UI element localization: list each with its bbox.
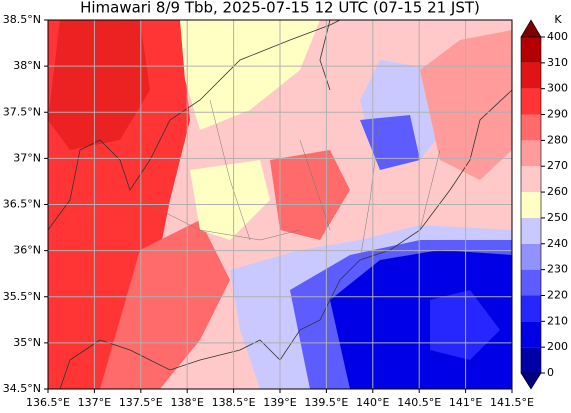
- y-tick-label: 37.5°N: [3, 105, 41, 118]
- colorbar-segment: [521, 295, 541, 322]
- colorbar-tick-label: 280: [547, 133, 568, 146]
- y-tick-label: 36.5°N: [3, 198, 41, 211]
- colorbar-segment: [521, 140, 541, 167]
- colorbar-tick-label: 270: [547, 159, 568, 172]
- x-tick-label: 136.5°E: [26, 396, 70, 409]
- x-tick-label: 141°E: [449, 396, 482, 409]
- y-tick-label: 38.5°N: [3, 13, 41, 26]
- y-tick-label: 35°N: [13, 336, 41, 349]
- colorbar-segment: [521, 114, 541, 141]
- x-tick-label: 138.5°E: [212, 396, 256, 409]
- colorbar-segment: [521, 88, 541, 115]
- y-tick-label: 37°N: [13, 151, 41, 164]
- colorbar-segment: [521, 217, 541, 244]
- colorbar-unit: K: [554, 13, 562, 26]
- colorbar-tick-label: 300: [547, 82, 568, 95]
- colorbar-tick-label: 260: [547, 185, 568, 198]
- colorbar-segment: [521, 321, 541, 348]
- x-tick-label: 141.5°E: [490, 396, 534, 409]
- colorbar-extend-bottom: [520, 372, 542, 390]
- colorbar-segment: [521, 243, 541, 270]
- colorbar-tick-label: 310: [547, 56, 568, 69]
- colorbar-tick-label: 240: [547, 237, 568, 250]
- colorbar-segment: [521, 192, 541, 218]
- y-tick-label: 36°N: [13, 244, 41, 257]
- colorbar-tick-label: 400: [547, 30, 568, 43]
- colorbar-tick-label: 290: [547, 108, 568, 121]
- x-tick-label: 137°E: [78, 396, 111, 409]
- x-tick-label: 140.5°E: [397, 396, 441, 409]
- colorbar-extend-top: [520, 19, 542, 38]
- x-tick-label: 139°E: [263, 396, 296, 409]
- colorbar-tick-label: 200: [547, 340, 568, 353]
- colorbar-segment: [521, 62, 541, 89]
- axes: 136.5°E 137°E 137.5°E 138°E 138.5°E 139°E 139.…: [3, 13, 534, 409]
- title: Himawari 8/9 Tbb, 2025-07-15 12 UTC (07-…: [80, 0, 480, 17]
- colorbar-segment: [521, 166, 541, 193]
- map-frame: [47, 19, 513, 390]
- colorbar-segment: [521, 269, 541, 296]
- colorbar-segment: [521, 37, 541, 63]
- colorbar-tick-label: 0: [547, 366, 554, 379]
- colorbar-tick-label: 250: [547, 211, 568, 224]
- y-tick-label: 34.5°N: [3, 382, 41, 395]
- y-tick-label: 35.5°N: [3, 290, 41, 303]
- x-tick-label: 138°E: [170, 396, 203, 409]
- colorbar-tick-label: 220: [547, 288, 568, 301]
- colorbar-tick-label: 210: [547, 314, 568, 327]
- x-tick-label: 139.5°E: [304, 396, 348, 409]
- colorbar-frame: [520, 36, 542, 374]
- x-tick-label: 140°E: [356, 396, 389, 409]
- x-tick-label: 137.5°E: [119, 396, 163, 409]
- colorbar-segment: [521, 347, 541, 373]
- colorbar-tick-label: 230: [547, 263, 568, 276]
- y-tick-label: 38°N: [13, 59, 41, 72]
- colorbar: K 0 200 210 220 230 240 250 260 270 280 290 300 310 4…: [520, 13, 568, 390]
